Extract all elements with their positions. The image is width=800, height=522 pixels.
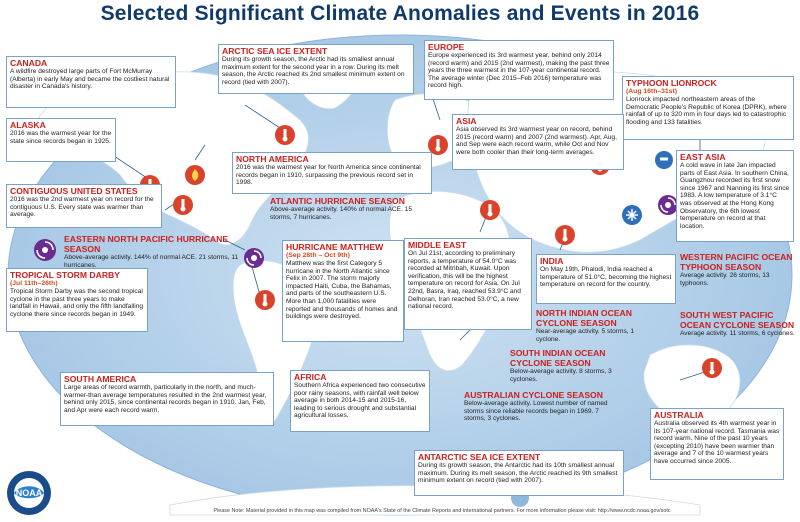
event-heading: SOUTH WEST PACIFIC OCEAN CYCLONE SEASON [680,310,795,330]
event-heading: MIDDLE EAST [408,240,467,250]
event-text: Lionrock impacted northeastern areas of … [626,96,787,126]
event-south-indian: SOUTH INDIAN OCEAN CYCLONE SEASON Below-… [510,348,630,388]
event-india: INDIA On May 19th, Phalodi, India reache… [536,254,676,304]
event-canada: CANADA A wildfire destroyed large parts … [6,56,176,108]
footer-note: Please Note: Material provided in this m… [213,508,671,514]
event-heading: CONTIGUOUS UNITED STATES [10,186,138,196]
event-date: (Aug 16th–31st) [626,88,677,95]
event-heading: ARCTIC SEA ICE EXTENT [222,46,328,56]
event-text: On May 19th, Phalodi, India reached a te… [540,266,672,289]
event-typhoon-lionrock: TYPHOON LIONROCK (Aug 16th–31st) Lionroc… [622,76,794,140]
event-heading: WESTERN PACIFIC OCEAN TYPHOON SEASON [680,252,793,272]
thermometer-icon [480,200,500,220]
event-heading: AUSTRALIA [654,410,704,420]
page-title: Selected Significant Climate Anomalies a… [100,2,700,25]
event-heading: CANADA [10,58,48,68]
event-asia: ASIA Asia observed its 3rd warmest year … [452,114,624,170]
event-text: During its growth season, the Arctic had… [222,56,405,86]
event-text: Average activity. 26 storms, 13 typhoons… [680,272,770,287]
event-heading: ATLANTIC HURRICANE SEASON [270,196,405,206]
thermometer-icon [173,195,193,215]
hurricane-icon [658,195,678,215]
event-text: 2016 was the warmest year for North Amer… [236,164,421,187]
event-heading: ALASKA [10,120,46,130]
event-heading: SOUTH AMERICA [64,374,137,384]
event-tropical-storm-darby: TROPICAL STORM DARBY (Jul 11th–26th) Tro… [6,268,148,332]
event-text: 2016 was the warmest year for the state … [10,130,112,145]
event-atlantic-hurricane: ATLANTIC HURRICANE SEASON Above-average … [270,196,420,232]
cloud-rain-icon [655,151,673,169]
event-text: Australia observed its 4th warmest year … [654,420,780,465]
event-antarctic: ANTARCTIC SEA ICE EXTENT During its grow… [414,450,624,496]
thermometer-icon [255,290,275,310]
event-east-asia: EAST ASIA A cold wave in late Jan impact… [676,150,794,242]
event-north-america: NORTH AMERICA 2016 was the warmest year … [232,152,432,194]
noaa-logo: NOAA [7,471,51,515]
event-europe: EUROPE Europe experienced its 3rd warmes… [424,40,614,100]
event-text: Below-average activity. Lowest number of… [464,400,608,423]
event-heading: ASIA [456,116,477,126]
event-north-indian: NORTH INDIAN OCEAN CYCLONE SEASON Near-a… [536,308,656,348]
noaa-logo-text: NOAA [16,488,43,498]
event-middle-east: MIDDLE EAST On Jul 21st, according to pr… [404,238,532,330]
event-heading: EAST ASIA [680,152,726,162]
event-text: A cold wave in late Jan impacted parts o… [680,162,790,230]
event-text: Southern Africa experienced two consecut… [294,382,426,420]
event-hurricane-matthew: HURRICANE MATTHEW (Sep 28th – Oct 9th) M… [282,240,404,342]
event-text: On Jul 21st, according to preliminary re… [408,250,521,311]
event-sw-pacific: SOUTH WEST PACIFIC OCEAN CYCLONE SEASON … [680,310,796,350]
wildfire-icon [185,165,205,185]
event-africa: AFRICA Southern Africa experienced two c… [290,370,430,432]
event-heading: HURRICANE MATTHEW [286,242,384,252]
event-heading: INDIA [540,256,564,266]
event-date: (Sep 28th – Oct 9th) [286,252,350,259]
thermometer-icon [428,135,448,155]
snowflake-icon [622,205,642,225]
event-heading: EASTERN NORTH PACIFIC HURRICANE SEASON [64,234,229,254]
event-alaska: ALASKA 2016 was the warmest year for the… [6,118,116,162]
event-australian-cyclone: AUSTRALIAN CYCLONE SEASON Below-average … [464,390,614,434]
event-text: Average activity. 11 storms, 6 cyclones. [680,330,795,337]
event-arctic: ARCTIC SEA ICE EXTENT During its growth … [218,44,414,94]
event-heading: TROPICAL STORM DARBY [10,270,120,280]
event-text: Matthew was the first Category 5 hurrica… [286,260,398,321]
event-text: A wildfire destroyed large parts of Fort… [10,68,170,91]
hurricane-icon [244,248,264,268]
event-date: (Jul 11th–26th) [10,280,58,287]
event-text: Asia observed its 3rd warmest year on re… [456,126,617,156]
event-text: During its growth season, the Antarctic … [418,462,618,485]
event-australia: AUSTRALIA Australia observed its 4th war… [650,408,784,480]
event-epac-hurricane: EASTERN NORTH PACIFIC HURRICANE SEASON A… [64,234,244,278]
event-heading: AUSTRALIAN CYCLONE SEASON [464,390,603,400]
event-heading: ANTARCTIC SEA ICE EXTENT [418,452,541,462]
event-text: Large areas of record warmth, particular… [64,384,267,414]
event-text: Above-average activity. 140% of normal A… [270,206,413,221]
event-wpac-typhoon: WESTERN PACIFIC OCEAN TYPHOON SEASON Ave… [680,252,796,298]
hurricane-icon [34,239,56,261]
event-text: 2016 was the 2nd warmest year on record … [10,196,154,219]
event-heading: NORTH AMERICA [236,154,309,164]
event-text: Above-average activity. 144% of normal A… [64,254,239,269]
event-heading: TYPHOON LIONROCK [626,78,717,88]
thermometer-icon [275,125,295,145]
event-heading: EUROPE [428,42,465,52]
event-text: Tropical Storm Darby was the second trop… [10,288,144,318]
event-text: Europe experienced its 3rd warmest year,… [428,52,610,90]
thermometer-icon [702,358,722,378]
event-heading: AFRICA [294,372,327,382]
event-south-america: SOUTH AMERICA Large areas of record warm… [60,372,274,426]
event-heading: NORTH INDIAN OCEAN CYCLONE SEASON [536,308,632,328]
event-text: Below-average activity. 8 storms, 3 cycl… [510,368,612,383]
thermometer-icon [555,225,575,245]
event-contiguous-us: CONTIGUOUS UNITED STATES 2016 was the 2n… [6,184,162,228]
event-text: Near-average activity. 5 storms, 1 cyclo… [536,328,635,343]
event-heading: SOUTH INDIAN OCEAN CYCLONE SEASON [510,348,606,368]
